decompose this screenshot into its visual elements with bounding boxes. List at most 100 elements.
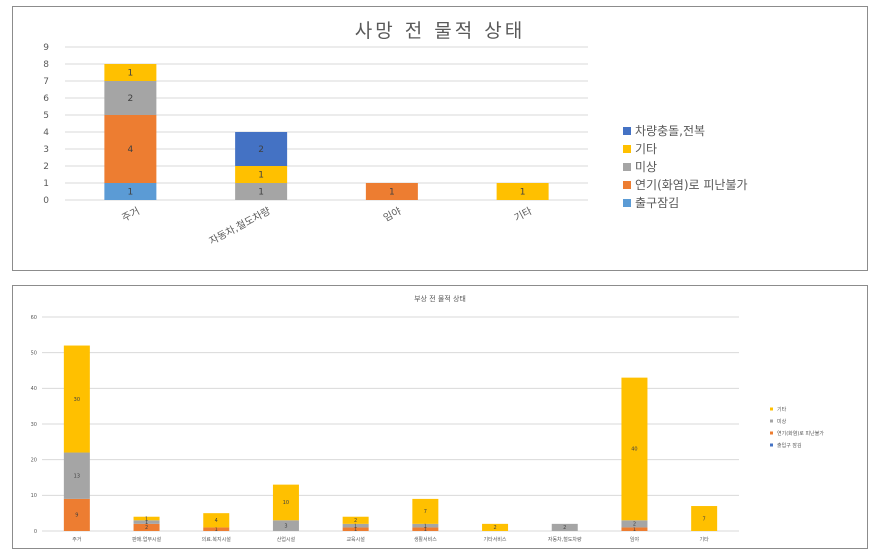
y-tick-label: 4 [43,128,49,138]
legend-swatch [770,431,773,435]
legend-label: 연기(화염)로 피난불가 [777,430,824,437]
data-label: 1 [145,516,148,522]
bar-segment [63,498,90,531]
bar-segment [133,516,160,521]
bar-segment [63,452,90,499]
bar-segment [412,527,439,531]
bar-segment [482,523,509,531]
bar-segment [133,523,160,531]
data-label: 1 [215,527,218,533]
data-label: 13 [74,473,80,479]
y-tick-label: 7 [43,77,49,87]
chart-title: 사망 전 물적 상태 [355,20,525,42]
y-tick-label: 8 [43,60,49,70]
y-tick-label: 40 [31,386,37,392]
bar-segment [133,520,160,524]
legend-swatch [623,181,631,189]
data-label: 1 [424,527,427,533]
data-label: 2 [563,525,566,531]
data-label: 1 [145,520,148,526]
x-tick-label: 산업시설 [277,536,296,543]
data-label: 3 [284,523,287,529]
legend-label: 출입구 잠김 [777,442,802,449]
x-tick-label: 기타 [700,536,710,543]
data-label: 1 [424,523,427,529]
injury-chart: 부상 전 물적 상태 010203040506091330주거211판매.업무시… [31,294,825,543]
bar-segment [412,523,439,528]
data-label: 1 [354,523,357,529]
legend-swatch [770,443,773,447]
x-tick-label: 판매.업무시설 [132,536,162,543]
x-tick-label: 기타서비스 [484,536,507,543]
data-label: 1 [128,188,134,198]
bar-segment [621,377,648,521]
y-tick-label: 0 [43,196,49,206]
data-label: 4 [128,145,134,155]
bar-segment [104,183,157,200]
y-tick-label: 10 [31,493,37,499]
death-chart: 사망 전 물적 상태 0 1 2 3 4 5 6 7 8 9 1 4 2 1 주거 1 1 2 자동차,철도차량 1 임… [43,20,748,247]
chart-title: 부상 전 물적 상태 [414,294,466,303]
bar-segment [104,81,157,115]
y-tick-label: 3 [43,145,49,155]
legend-label: 출구잠김 [635,196,679,210]
data-label: 2 [128,94,134,104]
bar-segment [551,523,578,531]
legend-label: 연기(화염)로 피난불가 [635,178,748,192]
y-tick-label: 0 [34,529,37,535]
x-tick-label: 기타 [512,205,534,224]
legend-swatch [623,145,631,153]
bar-segment [63,345,90,453]
bar-segment [342,523,369,528]
x-tick-label: 자동차,철도차량 [548,536,582,543]
data-label: 9 [75,513,78,519]
death-chart-panel: 사망 전 물적 상태 0 1 2 3 4 5 6 7 8 9 1 4 2 1 주거 1 1 2 자동차,철도차량 1 임… [12,6,868,271]
data-label: 40 [631,447,637,453]
bar-segment [235,183,288,200]
legend-label: 차량충돌,전복 [635,124,705,138]
data-label: 1 [258,171,264,181]
injury-chart-panel: 부상 전 물적 상태 0 10 20 30 40 50 60 9 13 30 주거 2 1 1 판매.업무시… [12,285,868,549]
bar-segment [104,64,157,81]
data-label: 2 [354,518,357,524]
legend-swatch [623,163,631,171]
bar-segment [691,506,718,531]
bar-segment [104,115,157,183]
bar-segment [412,498,439,524]
bar-segment [272,484,299,521]
bar-segment [621,527,648,531]
data-label: 2 [258,145,264,155]
bar-segment [621,520,648,528]
legend-swatch [770,407,773,411]
data-label: 1 [128,69,134,79]
data-label: 2 [493,525,496,531]
bar-segment [342,516,369,524]
legend-swatch [623,199,631,207]
data-label: 1 [389,188,395,198]
y-tick-label: 6 [43,94,49,104]
y-tick-label: 5 [43,111,49,121]
x-tick-label: 임야 [381,204,403,224]
x-tick-label: 주거 [72,536,81,543]
data-label: 1 [354,527,357,533]
legend-swatch [770,419,773,423]
data-label: 2 [633,522,636,528]
x-tick-label: 주거 [120,205,142,224]
data-label: 2 [145,525,148,531]
data-label: 4 [215,518,218,524]
legend-label: 기타 [777,406,787,413]
legend-label: 기타 [635,142,657,156]
data-label: 10 [283,500,289,506]
x-tick-label: 임야 [630,536,640,543]
legend-swatch [623,127,631,135]
data-label: 1 [633,527,636,533]
legend-label: 미상 [635,160,657,174]
bar-segment [203,513,230,528]
bar-segment [235,132,288,166]
data-label: 7 [424,509,427,515]
x-tick-label: 생활서비스 [414,536,437,543]
bar-segment [365,183,418,200]
x-tick-label: 의료.복지시설 [202,536,232,543]
y-tick-label: 1 [43,179,49,189]
data-label: 7 [703,516,706,522]
